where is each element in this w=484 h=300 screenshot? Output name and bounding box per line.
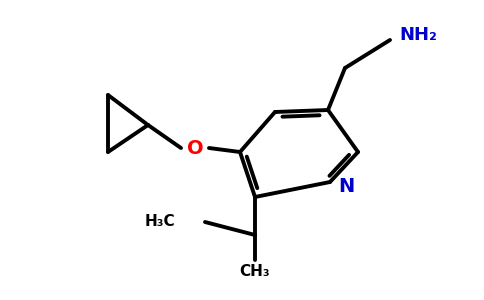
Text: N: N [338,178,354,196]
Text: O: O [187,139,203,158]
Text: CH₃: CH₃ [240,265,270,280]
Text: H₃C: H₃C [144,214,175,230]
Text: NH₂: NH₂ [399,26,437,44]
